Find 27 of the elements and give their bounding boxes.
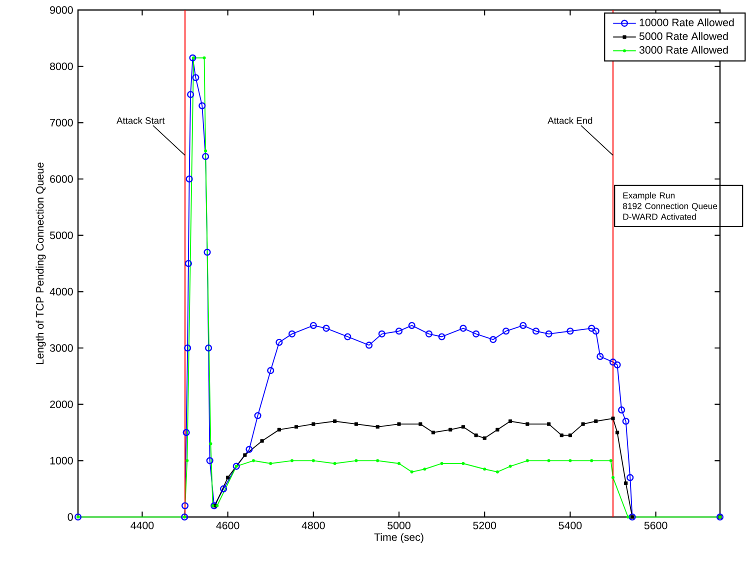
legend-label: 10000 Rate Allowed bbox=[640, 18, 734, 26]
annotation: 8192 Connection Queue bbox=[622, 202, 718, 211]
y-tick-label: 9000 bbox=[50, 6, 73, 14]
legend-label: 3000 Rate Allowed bbox=[639, 46, 728, 54]
annotation: D-WARD Activated bbox=[623, 213, 696, 220]
y-tick-label: 0 bbox=[68, 513, 73, 521]
ref-line-label: Attack Start bbox=[116, 117, 165, 124]
y-tick-label: 4000 bbox=[50, 288, 73, 296]
ref-line-label: Attack End bbox=[548, 117, 592, 124]
y-tick-label: 6000 bbox=[50, 175, 73, 183]
x-axis-title: Time (sec) bbox=[374, 533, 424, 544]
y-tick-label: 3000 bbox=[50, 344, 73, 352]
x-tick-label: 5400 bbox=[558, 522, 582, 530]
y-tick-label: 5000 bbox=[50, 232, 73, 240]
annotation: Example Run bbox=[623, 192, 675, 200]
y-tick-label: 1000 bbox=[50, 456, 73, 464]
y-tick-label: 8000 bbox=[50, 62, 73, 70]
legend-label: 5000 Rate Allowed bbox=[639, 32, 728, 40]
x-tick-label: 4800 bbox=[302, 522, 325, 530]
y-tick-label: 7000 bbox=[50, 118, 73, 126]
x-tick-label: 5600 bbox=[644, 522, 668, 530]
y-tick-label: 2000 bbox=[50, 400, 73, 408]
x-tick-label: 4400 bbox=[130, 522, 154, 530]
x-tick-label: 5200 bbox=[473, 522, 496, 530]
x-tick-label: 4600 bbox=[216, 522, 240, 530]
y-axis-title: Length of TCP Pending Connection Queue bbox=[36, 162, 46, 364]
x-tick-label: 5000 bbox=[388, 522, 410, 530]
